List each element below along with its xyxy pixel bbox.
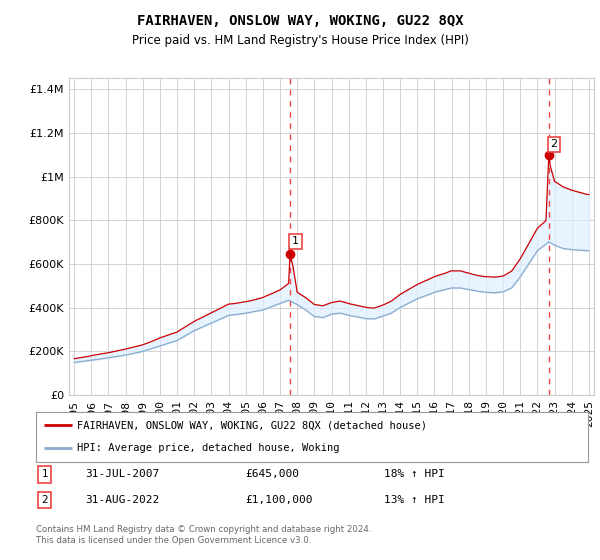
Text: 31-AUG-2022: 31-AUG-2022 [86, 495, 160, 505]
Text: Contains HM Land Registry data © Crown copyright and database right 2024.
This d: Contains HM Land Registry data © Crown c… [36, 525, 371, 545]
Text: Price paid vs. HM Land Registry's House Price Index (HPI): Price paid vs. HM Land Registry's House … [131, 34, 469, 46]
Text: 1: 1 [292, 236, 299, 246]
Text: FAIRHAVEN, ONSLOW WAY, WOKING, GU22 8QX: FAIRHAVEN, ONSLOW WAY, WOKING, GU22 8QX [137, 14, 463, 28]
Text: £645,000: £645,000 [246, 469, 300, 479]
Text: HPI: Average price, detached house, Woking: HPI: Average price, detached house, Woki… [77, 444, 340, 454]
Text: 18% ↑ HPI: 18% ↑ HPI [384, 469, 445, 479]
Text: 31-JUL-2007: 31-JUL-2007 [86, 469, 160, 479]
Text: 1: 1 [41, 469, 48, 479]
Text: 13% ↑ HPI: 13% ↑ HPI [384, 495, 445, 505]
Text: 2: 2 [41, 495, 48, 505]
Text: £1,100,000: £1,100,000 [246, 495, 313, 505]
Text: 2: 2 [551, 139, 558, 150]
Text: FAIRHAVEN, ONSLOW WAY, WOKING, GU22 8QX (detached house): FAIRHAVEN, ONSLOW WAY, WOKING, GU22 8QX … [77, 420, 427, 430]
